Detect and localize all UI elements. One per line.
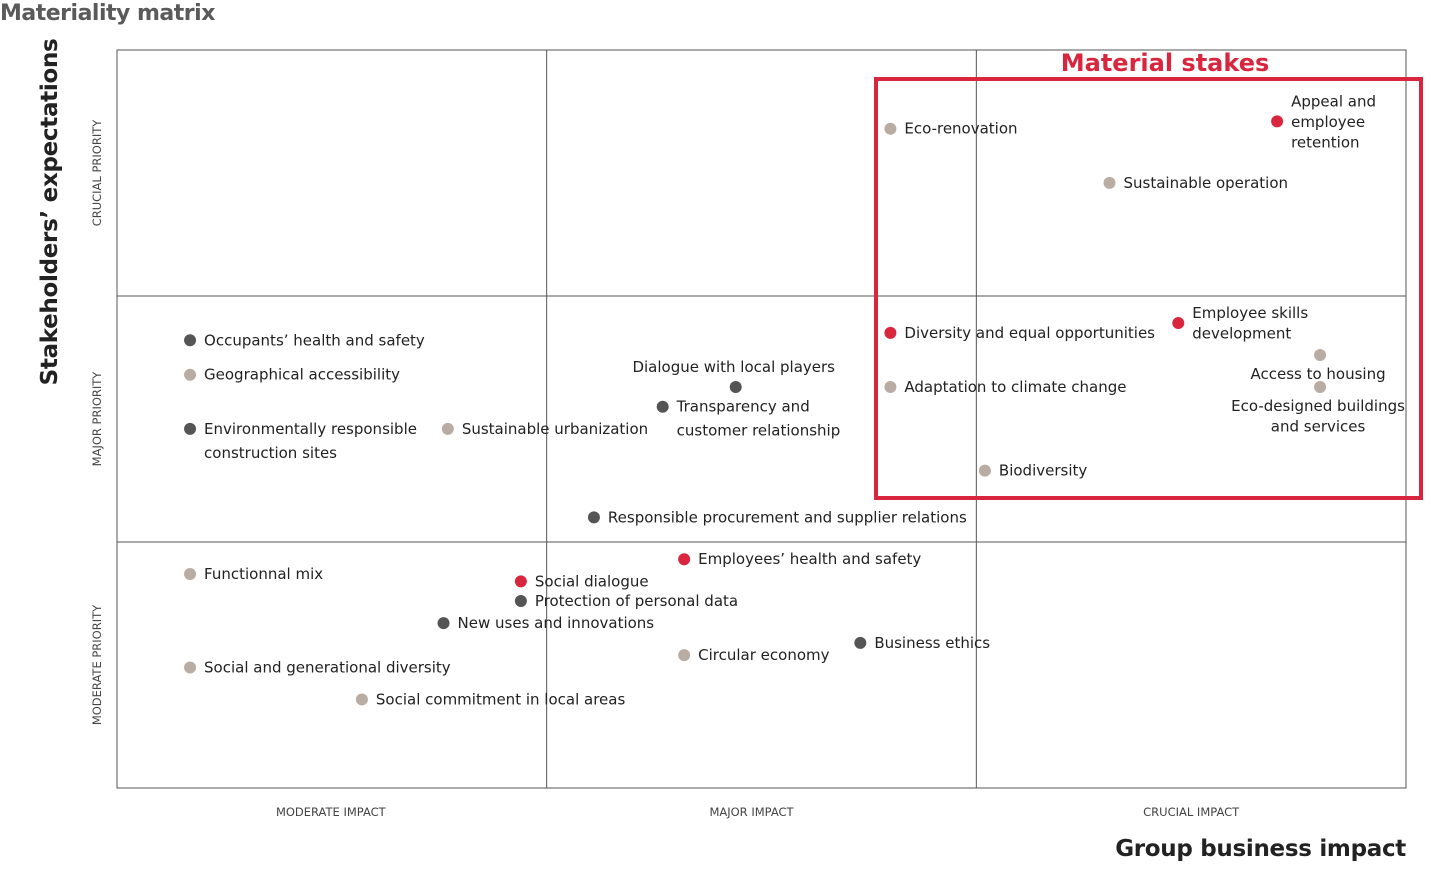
data-point-label-line: Geographical accessibility — [204, 366, 400, 384]
data-point — [355, 693, 368, 706]
data-point-label-line: development — [1192, 325, 1291, 343]
data-point-label: Eco-designed buildings and services — [1231, 397, 1405, 436]
data-point-label: Protection of personal data — [535, 592, 738, 610]
data-point-label-line: Biodiversity — [999, 462, 1087, 480]
data-point-label-line: Diversity and equal opportunities — [904, 324, 1155, 342]
data-point-label: Environmentally responsible construction … — [204, 420, 417, 462]
data-point-label-line: Eco-designed buildings — [1231, 397, 1405, 415]
data-point — [514, 595, 527, 608]
data-point — [184, 368, 197, 381]
material-stakes-box — [874, 77, 1423, 500]
data-point — [854, 636, 867, 649]
data-point-label-line: Sustainable operation — [1124, 174, 1289, 192]
chart-title: Materiality matrix — [0, 1, 215, 26]
data-point-label-line: Sustainable urbanization — [462, 420, 648, 438]
data-point-label: Appeal and employee retention — [1291, 92, 1376, 151]
data-point — [884, 381, 897, 394]
data-point — [1103, 176, 1116, 189]
data-point — [884, 326, 897, 339]
data-point-label-line: Access to housing — [1250, 365, 1385, 383]
data-point-label-line: New uses and innovations — [458, 614, 655, 632]
data-point-label-line: Circular economy — [698, 646, 829, 664]
data-point-label: Social and generational diversity — [204, 658, 451, 676]
data-point-label-line: employee — [1291, 113, 1365, 131]
data-point-label: Employees’ health and safety — [698, 550, 921, 568]
data-point — [978, 464, 991, 477]
data-point — [514, 575, 527, 588]
data-point — [656, 400, 669, 413]
x-tick-label: MODERATE IMPACT — [276, 805, 387, 819]
data-point-label-line: Appeal and — [1291, 92, 1376, 110]
data-point-label: Dialogue with local players — [632, 358, 835, 376]
data-point-label-line: retention — [1291, 133, 1359, 151]
data-point-label: Access to housing — [1250, 365, 1385, 383]
data-point-label: Biodiversity — [999, 462, 1087, 480]
data-point-label: Eco-renovation — [904, 120, 1017, 138]
data-point-label: Business ethics — [874, 634, 990, 652]
data-point-label: Social commitment in local areas — [376, 690, 626, 708]
data-point-label-line: construction sites — [204, 444, 337, 462]
data-point — [729, 381, 742, 394]
data-point — [1172, 317, 1185, 330]
data-point-label-line: Dialogue with local players — [632, 358, 835, 376]
material-stakes-label: Material stakes — [1061, 49, 1270, 77]
data-point — [678, 649, 691, 662]
data-point-label: New uses and innovations — [458, 614, 655, 632]
data-point — [184, 422, 197, 435]
data-point-label: Sustainable urbanization — [462, 420, 648, 438]
data-point-label-line: Occupants’ health and safety — [204, 331, 425, 349]
data-point-label-line: Functionnal mix — [204, 565, 323, 583]
data-point-label-line: Social dialogue — [535, 572, 649, 590]
data-point-label: Geographical accessibility — [204, 366, 400, 384]
y-tick-label: MODERATE PRIORITY — [90, 604, 104, 725]
data-point-label-line: Social commitment in local areas — [376, 690, 626, 708]
data-point-label-line: Environmentally responsible — [204, 420, 417, 438]
data-point-label-line: Employee skills — [1192, 304, 1308, 322]
data-point-label: Circular economy — [698, 646, 829, 664]
data-point-label-line: and services — [1271, 418, 1366, 436]
data-point-label: Transparency and customer relationship — [676, 398, 841, 440]
data-point — [1314, 381, 1327, 394]
x-axis-label: Group business impact — [1115, 836, 1406, 862]
data-point-label: Social dialogue — [535, 572, 649, 590]
data-point — [1314, 349, 1327, 362]
plot-frame — [116, 49, 1407, 789]
data-point-label: Employee skills development — [1192, 304, 1308, 343]
x-tick-label: MAJOR IMPACT — [709, 805, 794, 819]
data-point — [441, 422, 454, 435]
y-tick-label: CRUCIAL PRIORITY — [90, 119, 104, 227]
data-point — [587, 511, 600, 524]
data-point-label-line: Eco-renovation — [904, 120, 1017, 138]
data-point — [184, 567, 197, 580]
data-point-label-line: Protection of personal data — [535, 592, 738, 610]
data-point-label-line: Employees’ health and safety — [698, 550, 921, 568]
data-point-label-line: Responsible procurement and supplier rel… — [608, 508, 967, 526]
data-point-label-line: Adaptation to climate change — [904, 378, 1126, 396]
data-point-label: Responsible procurement and supplier rel… — [608, 508, 967, 526]
data-point — [1271, 115, 1284, 128]
data-point-label: Adaptation to climate change — [904, 378, 1126, 396]
data-point — [678, 553, 691, 566]
x-tick-label: CRUCIAL IMPACT — [1143, 805, 1240, 819]
data-point-label-line: Business ethics — [874, 634, 990, 652]
data-point-label-line: Transparency and — [676, 398, 810, 416]
data-point-label: Diversity and equal opportunities — [904, 324, 1155, 342]
y-tick-label: MAJOR PRIORITY — [90, 371, 104, 467]
data-point — [437, 617, 450, 630]
data-point — [184, 661, 197, 674]
data-point-label: Functionnal mix — [204, 565, 323, 583]
data-point-label: Sustainable operation — [1124, 174, 1289, 192]
data-point — [884, 122, 897, 135]
data-point-label-line: Social and generational diversity — [204, 658, 451, 676]
data-point-label-line: customer relationship — [677, 422, 841, 440]
data-point — [184, 334, 197, 347]
data-point-label: Occupants’ health and safety — [204, 331, 425, 349]
